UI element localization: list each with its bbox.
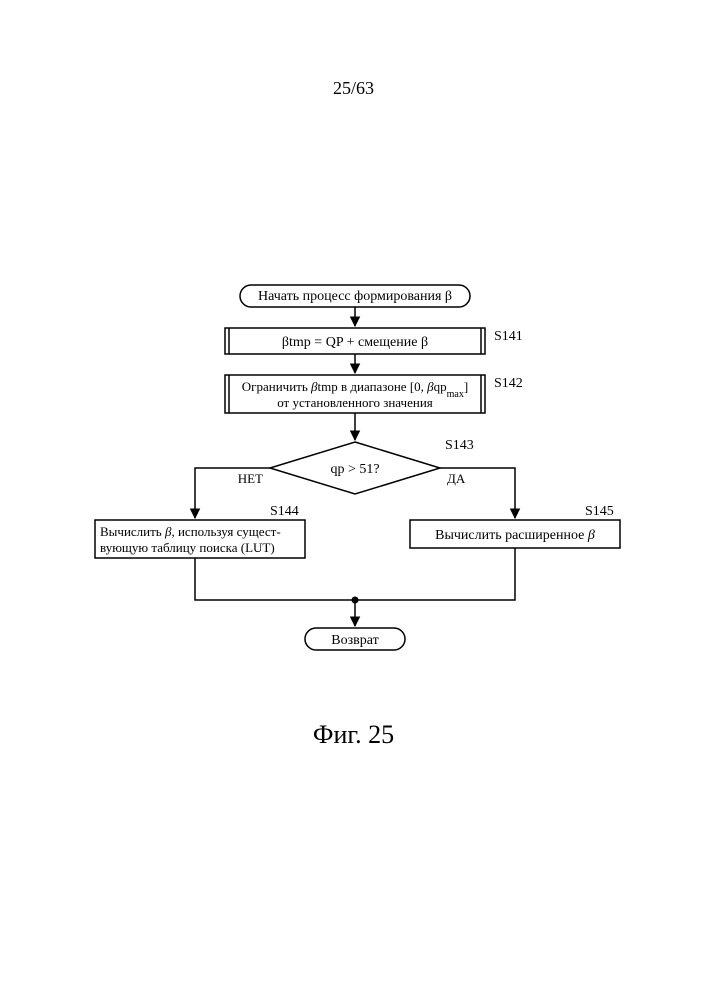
start-node: Начать процесс формирования β (240, 285, 470, 307)
s145-tag: S145 (585, 504, 614, 519)
s144-tag: S144 (270, 504, 299, 519)
edge-s144-merge (195, 558, 355, 600)
s141-node: βtmp = QP + смещение β S141 (225, 328, 523, 354)
decision-node: qp > 51? S143 НЕТ ДА (238, 438, 474, 494)
s144-line2: вующую таблицу поиска (LUT) (100, 540, 275, 555)
decision-tag: S143 (445, 438, 474, 453)
figure-caption: Фиг. 25 (0, 720, 707, 750)
decision-no: НЕТ (238, 471, 263, 486)
s142-line2: от установленного значения (277, 395, 433, 410)
s141-tag: S141 (494, 329, 523, 344)
edge-s145-merge (355, 548, 515, 600)
s144-node: Вычислить β, используя сущест- вующую та… (95, 504, 305, 558)
return-label: Возврат (331, 633, 378, 648)
start-label: Начать процесс формирования β (258, 289, 452, 304)
page: 25/63 Начать процесс формирования β βtmp… (0, 0, 707, 1000)
flowchart-svg: Начать процесс формирования β βtmp = QP … (0, 0, 707, 1000)
svg-text:Начать процесс формирования β: Начать процесс формирования β (258, 289, 452, 304)
return-node: Возврат (305, 628, 405, 650)
s142-tag: S142 (494, 376, 523, 391)
svg-text:Вычислить β, используя сущест-: Вычислить β, используя сущест- (100, 524, 281, 539)
svg-text:βtmp = QP + смещение β: βtmp = QP + смещение β (282, 335, 428, 350)
decision-yes: ДА (447, 471, 466, 486)
s142-node: Ограничить βtmp в диапазоне [0, βqpmax] … (225, 375, 523, 413)
decision-label: qp > 51? (330, 462, 379, 477)
svg-text:Вычислить расширенное β: Вычислить расширенное β (435, 528, 595, 543)
s141-label: βtmp = QP + смещение β (282, 335, 428, 350)
